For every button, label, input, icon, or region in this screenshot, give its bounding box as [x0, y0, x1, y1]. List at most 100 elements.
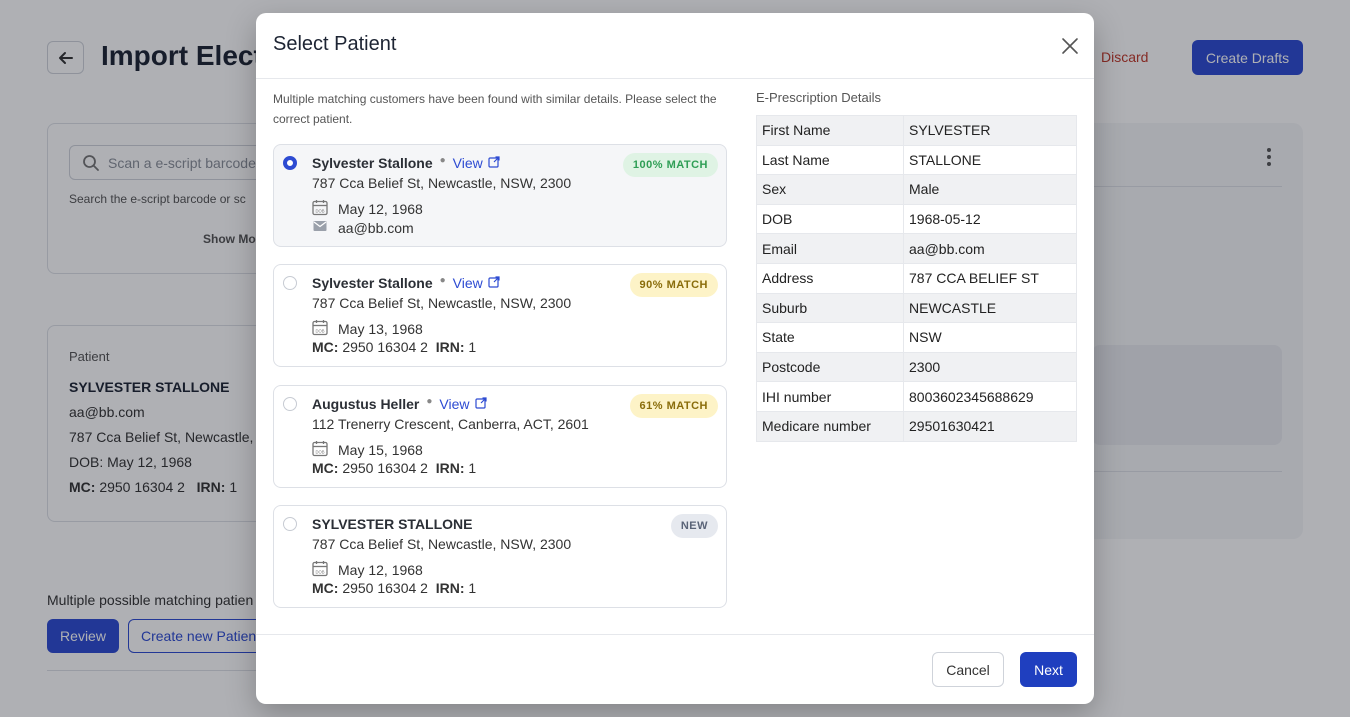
separator-dot: ● [426, 395, 433, 407]
option-name: Sylvester Stallone [312, 275, 433, 291]
match-badge: NEW [670, 514, 718, 538]
details-value: 8003602345688629 [903, 381, 1077, 412]
option-ids-row: MC: 2950 16304 2 IRN: 1 [312, 460, 476, 476]
details-value: Male [903, 174, 1077, 205]
patient-option[interactable]: Sylvester Stallone ● View 787 Cca Belief… [273, 144, 727, 247]
more-options-icon[interactable] [1263, 148, 1275, 166]
details-value: 2300 [903, 351, 1077, 383]
page-title: Import Electr [101, 40, 274, 71]
patient-card-email: aa@bb.com [69, 404, 145, 420]
select-patient-modal: Select Patient Multiple matching custome… [256, 13, 1094, 704]
irn-label: IRN: [435, 339, 465, 355]
details-row: Last Name STALLONE [756, 144, 1077, 176]
patient-radio[interactable] [283, 517, 297, 531]
show-more-link[interactable]: Show Mo [203, 232, 256, 246]
patient-card-name: SYLVESTER STALLONE [69, 379, 230, 395]
option-irn: 1 [468, 580, 477, 596]
view-link-label: View [452, 275, 483, 291]
patient-option[interactable]: Augustus Heller ● View 112 Trenerry Cres… [273, 385, 727, 488]
option-name: SYLVESTER STALLONE [312, 516, 473, 532]
patient-radio[interactable] [283, 397, 297, 411]
option-ids-row: MC: 2950 16304 2 IRN: 1 [312, 580, 476, 596]
view-link[interactable]: View [453, 155, 500, 171]
details-value: 787 CCA BELIEF ST [903, 262, 1077, 294]
details-key: Sex [756, 174, 904, 205]
divider [1092, 471, 1282, 472]
review-button[interactable]: Review [47, 619, 119, 653]
modal-footer [256, 634, 1094, 704]
irn-label: IRN: [435, 460, 465, 476]
mc-value: 2950 16304 2 [99, 479, 185, 495]
details-value: NSW [903, 322, 1077, 353]
calendar-icon: DOB [312, 319, 328, 339]
option-dob: May 12, 1968 [338, 201, 423, 217]
option-name: Augustus Heller [312, 396, 420, 412]
scan-input[interactable]: Scan a e-script barcode [69, 145, 299, 180]
details-key: Medicare number [756, 410, 904, 442]
details-value: STALLONE [903, 144, 1077, 176]
right-panel [1060, 123, 1303, 539]
discard-button[interactable]: Discard [1101, 49, 1149, 65]
details-row: State NSW [756, 322, 1077, 353]
close-button[interactable] [1057, 33, 1083, 59]
svg-text:DOB: DOB [315, 569, 324, 574]
placeholder-block [1092, 345, 1282, 445]
calendar-icon: DOB [312, 560, 328, 580]
next-button[interactable]: Next [1020, 652, 1077, 687]
details-row: Address 787 CCA BELIEF ST [756, 262, 1077, 294]
option-dob-row: DOB May 13, 1968 [312, 319, 423, 339]
details-row: First Name SYLVESTER [756, 115, 1077, 146]
details-key: Email [756, 233, 904, 264]
option-irn: 1 [468, 460, 477, 476]
back-button[interactable] [47, 41, 84, 74]
details-value: aa@bb.com [903, 233, 1077, 264]
option-ids-row: MC: 2950 16304 2 IRN: 1 [312, 339, 476, 355]
mc-label: MC: [312, 460, 339, 476]
details-key: First Name [756, 115, 904, 146]
details-value: NEWCASTLE [903, 292, 1077, 324]
separator-dot: ● [439, 154, 446, 166]
svg-text:DOB: DOB [315, 328, 324, 333]
details-value: SYLVESTER [903, 115, 1077, 146]
patient-card-address: 787 Cca Belief St, Newcastle, [69, 429, 254, 445]
details-value: 29501630421 [903, 410, 1077, 442]
cancel-button[interactable]: Cancel [932, 652, 1004, 687]
calendar-icon: DOB [312, 440, 328, 460]
svg-text:DOB: DOB [315, 208, 324, 213]
view-link[interactable]: View [453, 275, 500, 291]
match-badge: 61% MATCH [629, 394, 718, 418]
details-value: 1968-05-12 [903, 203, 1077, 235]
details-key: IHI number [756, 381, 904, 412]
view-link-label: View [439, 396, 470, 412]
irn-value: 1 [229, 479, 238, 495]
option-email: aa@bb.com [338, 219, 414, 236]
create-drafts-button[interactable]: Create Drafts [1192, 40, 1303, 75]
patient-radio[interactable] [283, 156, 297, 170]
arrow-left-icon [58, 51, 73, 64]
divider [47, 670, 307, 671]
mc-label: MC: [312, 339, 339, 355]
patient-option[interactable]: Sylvester Stallone ● View 787 Cca Belief… [273, 264, 727, 367]
details-row: Suburb NEWCASTLE [756, 292, 1077, 324]
patient-option[interactable]: SYLVESTER STALLONE 787 Cca Belief St, Ne… [273, 505, 727, 608]
details-row: IHI number 8003602345688629 [756, 381, 1077, 412]
match-badge: 90% MATCH [629, 273, 718, 297]
details-title: E-Prescription Details [756, 90, 881, 105]
details-key: State [756, 322, 904, 353]
patient-card-label: Patient [69, 349, 110, 364]
details-key: Postcode [756, 351, 904, 383]
option-dob-row: DOB May 12, 1968 [312, 199, 423, 219]
svg-text:DOB: DOB [315, 449, 324, 454]
view-link[interactable]: View [439, 396, 487, 412]
calendar-icon: DOB [312, 199, 328, 219]
option-address: 787 Cca Belief St, Newcastle, NSW, 2300 [312, 175, 572, 191]
patient-radio[interactable] [283, 276, 297, 290]
external-link-icon [488, 155, 500, 171]
irn-label: IRN: [435, 580, 465, 596]
mc-label: MC: [69, 479, 96, 495]
option-dob-row: DOB May 15, 1968 [312, 440, 423, 460]
details-row: Email aa@bb.com [756, 233, 1077, 264]
external-link-icon [488, 275, 500, 291]
details-row: Postcode 2300 [756, 351, 1077, 383]
details-row: DOB 1968-05-12 [756, 203, 1077, 235]
